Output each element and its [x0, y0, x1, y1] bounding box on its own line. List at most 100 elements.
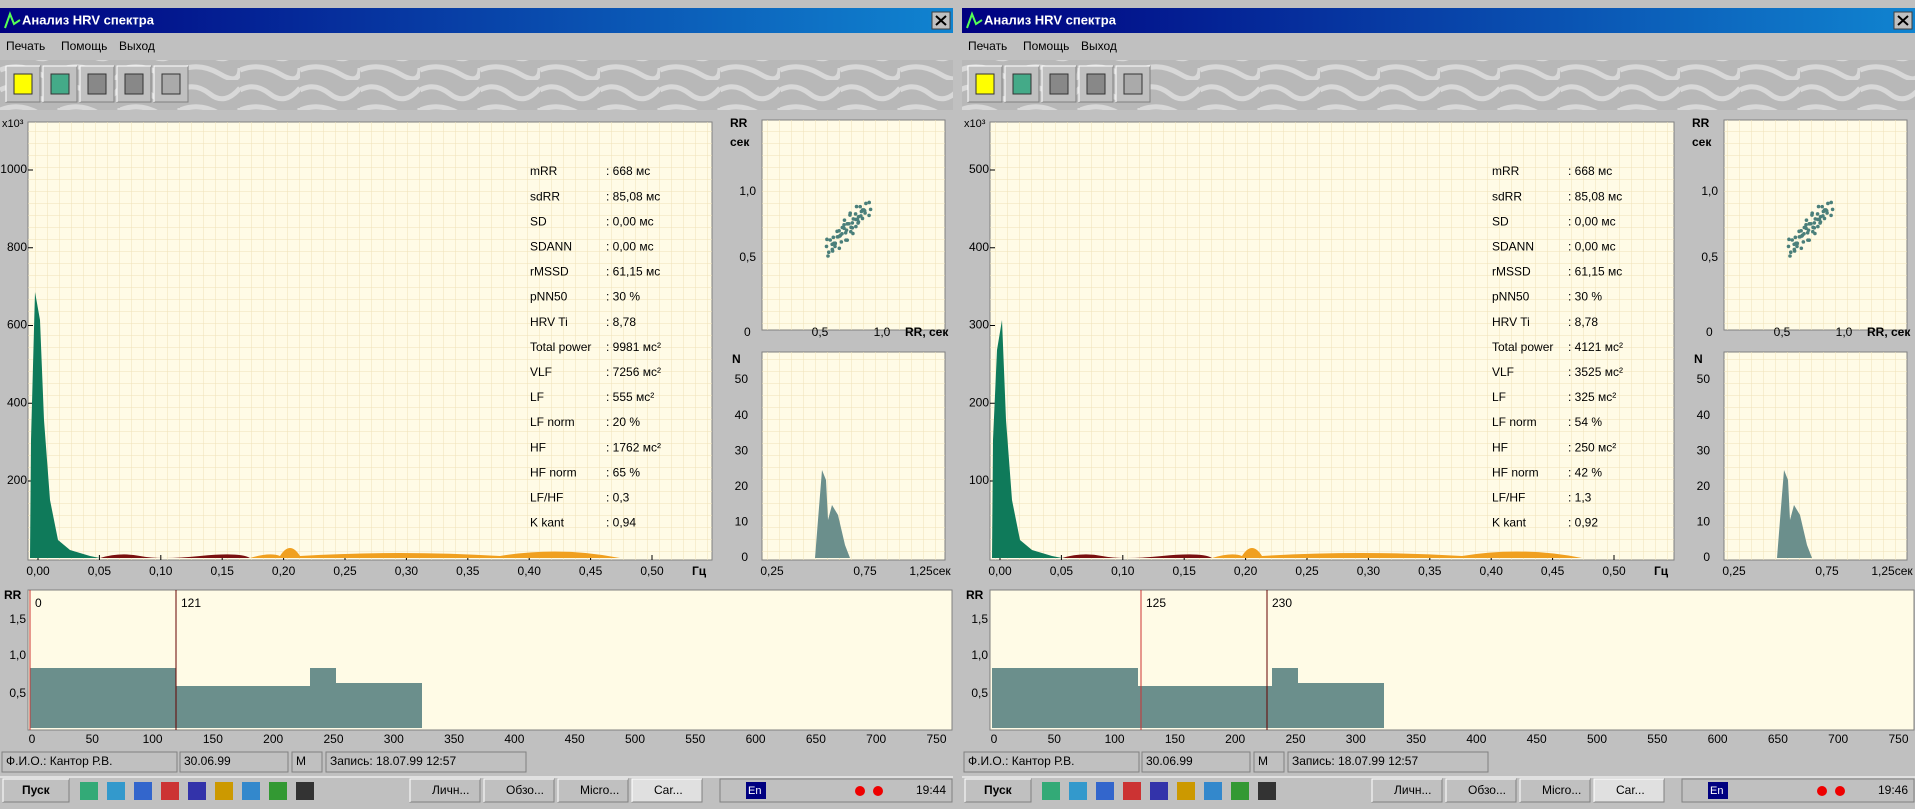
- window-title: Анализ HRV спектра: [984, 12, 1117, 27]
- rr-marker-label: 121: [181, 596, 201, 610]
- task-label[interactable]: Личн...: [1394, 783, 1431, 797]
- scatter-yunit: сек: [1692, 135, 1712, 149]
- task-label[interactable]: Car...: [1616, 783, 1645, 797]
- scatter-dot: [1788, 250, 1793, 254]
- menu-item[interactable]: Выход: [1081, 39, 1117, 53]
- quick-icon[interactable]: [1231, 782, 1249, 800]
- quick-icon[interactable]: [1258, 782, 1276, 800]
- x-tick-label: 0,30: [395, 564, 419, 578]
- stat-value: : 42 %: [1568, 465, 1602, 479]
- rr-xtick: 700: [866, 732, 886, 746]
- tool-icon[interactable]: [1049, 73, 1069, 95]
- rr-xtick: 100: [143, 732, 163, 746]
- quick-icon[interactable]: [188, 782, 206, 800]
- quick-icon[interactable]: [134, 782, 152, 800]
- task-label[interactable]: Обзо...: [1468, 783, 1506, 797]
- quick-icon[interactable]: [161, 782, 179, 800]
- tray-dot: [1817, 786, 1827, 796]
- hist-xtick: 0,75: [1815, 564, 1839, 578]
- scatter-dot: [1826, 201, 1830, 206]
- stat-label: SDANN: [530, 239, 572, 253]
- quick-icon[interactable]: [1150, 782, 1168, 800]
- tool-icon[interactable]: [87, 73, 107, 95]
- rr-xtick: 450: [1527, 732, 1547, 746]
- app-icon: [4, 11, 21, 29]
- rr-xtick: 200: [263, 732, 283, 746]
- task-button-hl: [483, 778, 554, 802]
- app-icon: [966, 11, 983, 29]
- rr-xtick: 0: [29, 732, 36, 746]
- menu-item[interactable]: Помощь: [61, 39, 107, 53]
- start-label[interactable]: Пуск: [22, 783, 51, 797]
- spectrum-lf: [100, 554, 250, 558]
- tool-icon[interactable]: [1012, 73, 1032, 95]
- stat-label: K kant: [1492, 516, 1527, 530]
- menu-item[interactable]: Выход: [119, 39, 155, 53]
- scatter-dot: [1811, 225, 1815, 230]
- status-cell: [963, 751, 1140, 773]
- rr-xtick: 600: [746, 732, 766, 746]
- task-label[interactable]: Обзо...: [506, 783, 544, 797]
- quick-icon[interactable]: [80, 782, 98, 800]
- stat-value: : 85,08 мс: [1568, 189, 1622, 203]
- tool-icon[interactable]: [975, 73, 995, 95]
- menu-item[interactable]: Печать: [968, 39, 1007, 53]
- stat-value: : 1,3: [1568, 490, 1592, 504]
- menu-item[interactable]: Помощь: [1023, 39, 1069, 53]
- quick-icon[interactable]: [269, 782, 287, 800]
- stat-label: HF: [1492, 440, 1508, 454]
- tray: [719, 778, 953, 803]
- stat-value: : 325 мс²: [1568, 390, 1616, 404]
- rr-marker-label: 230: [1272, 596, 1292, 610]
- rr-ylabel: RR: [4, 588, 22, 602]
- status-cell: [291, 751, 323, 773]
- stat-label: Total power: [1492, 340, 1553, 354]
- stat-value: : 0,00 мс: [1568, 239, 1616, 253]
- y-tick-label: 1000: [0, 162, 27, 176]
- quick-icon[interactable]: [1069, 782, 1087, 800]
- rr-ytick: 0,5: [9, 686, 26, 700]
- rr-xtick: 100: [1105, 732, 1125, 746]
- spectrum-hf: [1212, 548, 1582, 558]
- stat-value: : 0,92: [1568, 516, 1598, 530]
- rr-marker-label: 125: [1146, 596, 1166, 610]
- quick-icon[interactable]: [296, 782, 314, 800]
- quick-icon[interactable]: [1096, 782, 1114, 800]
- quick-icon[interactable]: [1177, 782, 1195, 800]
- tool-icon[interactable]: [1123, 73, 1143, 95]
- task-label[interactable]: Micro...: [580, 783, 619, 797]
- stat-value: : 250 мс²: [1568, 440, 1616, 454]
- tool-icon[interactable]: [13, 73, 33, 95]
- quick-icon[interactable]: [242, 782, 260, 800]
- quick-icon[interactable]: [1042, 782, 1060, 800]
- quick-icon[interactable]: [215, 782, 233, 800]
- rr-xtick: 250: [323, 732, 343, 746]
- quick-icon[interactable]: [1123, 782, 1141, 800]
- hist-ytick: 10: [1697, 515, 1711, 529]
- tool-icon[interactable]: [161, 73, 181, 95]
- clock: 19:46: [1878, 783, 1908, 797]
- x-tick-label: 0,20: [272, 564, 296, 578]
- quick-icon[interactable]: [1204, 782, 1222, 800]
- scatter-origin: 0: [1706, 325, 1713, 339]
- task-label[interactable]: Car...: [654, 783, 683, 797]
- task-label[interactable]: Micro...: [1542, 783, 1581, 797]
- scatter-dot: [842, 226, 846, 231]
- stat-label: SD: [1492, 214, 1509, 228]
- scatter-dot: [1807, 222, 1812, 226]
- tool-icon[interactable]: [50, 73, 70, 95]
- quick-icon[interactable]: [107, 782, 125, 800]
- window-title: Анализ HRV спектра: [22, 12, 155, 27]
- y-tick-label: 400: [7, 395, 27, 409]
- rr-xtick: 550: [1647, 732, 1667, 746]
- y-tick-label: 300: [969, 318, 989, 332]
- task-button-hl: [409, 778, 480, 802]
- scatter-dot: [831, 235, 836, 240]
- menu-item[interactable]: Печать: [6, 39, 45, 53]
- tool-icon[interactable]: [124, 73, 144, 95]
- task-label[interactable]: Личн...: [432, 783, 469, 797]
- scatter-dot: [1787, 237, 1791, 242]
- hist-ytick: 0: [741, 550, 748, 564]
- start-label[interactable]: Пуск: [984, 783, 1013, 797]
- tool-icon[interactable]: [1086, 73, 1106, 95]
